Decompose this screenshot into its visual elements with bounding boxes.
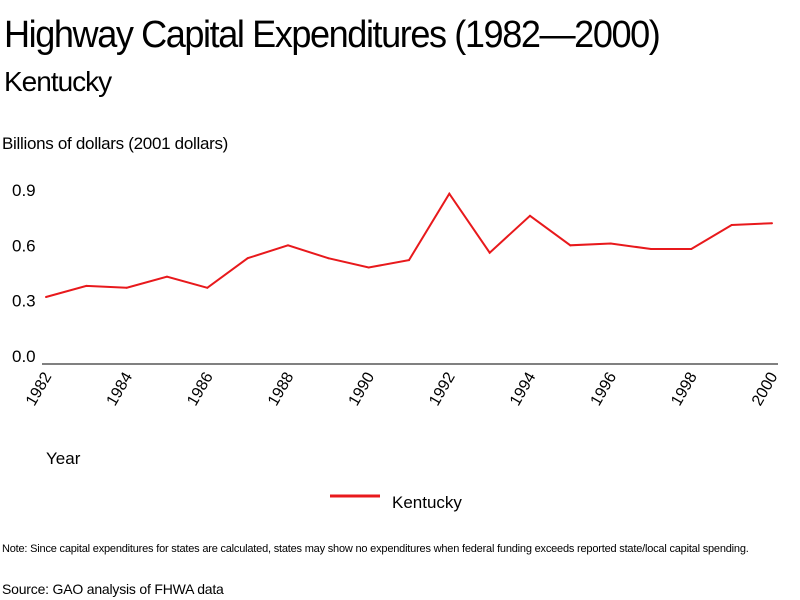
data-point bbox=[45, 295, 47, 298]
series-points bbox=[45, 192, 773, 298]
data-point bbox=[609, 242, 612, 245]
data-point bbox=[690, 248, 693, 251]
x-tick-label: 1984 bbox=[104, 369, 137, 408]
data-point bbox=[287, 244, 289, 247]
y-tick-label: 0.6 bbox=[12, 236, 36, 255]
data-point bbox=[367, 266, 370, 269]
data-point bbox=[488, 251, 491, 254]
source-note: Source: GAO analysis of FHWA data bbox=[2, 581, 224, 597]
data-point bbox=[408, 259, 410, 262]
x-tick-label: 1996 bbox=[588, 369, 621, 408]
data-point bbox=[650, 248, 652, 251]
data-point bbox=[246, 257, 249, 260]
x-tick-label: 1982 bbox=[23, 369, 56, 408]
data-point bbox=[125, 286, 128, 289]
x-tick-label: 1990 bbox=[346, 369, 379, 408]
y-tick-labels: 0.0 0.3 0.6 0.9 bbox=[12, 181, 36, 366]
series-line-kentucky bbox=[45, 191, 773, 298]
x-tick-label: 1998 bbox=[668, 369, 701, 408]
chart-title: Highway Capital Expenditures (1982—2000) bbox=[4, 14, 661, 56]
x-tick-label: 1986 bbox=[184, 369, 217, 408]
data-point bbox=[730, 224, 733, 227]
data-point bbox=[85, 284, 88, 287]
data-point bbox=[206, 286, 209, 289]
x-tick-label: 1988 bbox=[265, 369, 298, 408]
data-point bbox=[327, 257, 330, 260]
x-tick-label: 1992 bbox=[426, 369, 459, 408]
x-tick-labels: 1982 1984 1986 1988 1990 1992 1994 1996 1998 2000 bbox=[23, 369, 782, 408]
y-tick-label: 0.3 bbox=[12, 292, 36, 311]
footnote: Note: Since capital expenditures for sta… bbox=[2, 543, 749, 555]
y-axis-label: Billions of dollars (2001 dollars) bbox=[2, 134, 229, 153]
legend-label-kentucky: Kentucky bbox=[392, 493, 462, 512]
y-tick-label: 0.0 bbox=[12, 347, 36, 366]
x-axis-label: Year bbox=[46, 449, 81, 468]
data-point bbox=[166, 275, 168, 278]
x-tick-label: 2000 bbox=[749, 369, 782, 408]
y-tick-label: 0.9 bbox=[12, 181, 36, 200]
data-point bbox=[771, 222, 773, 225]
data-point bbox=[448, 192, 451, 195]
data-point bbox=[529, 214, 531, 217]
x-tick-label: 1994 bbox=[507, 369, 540, 408]
data-point bbox=[569, 244, 572, 247]
chart-subtitle: Kentucky bbox=[4, 66, 112, 97]
